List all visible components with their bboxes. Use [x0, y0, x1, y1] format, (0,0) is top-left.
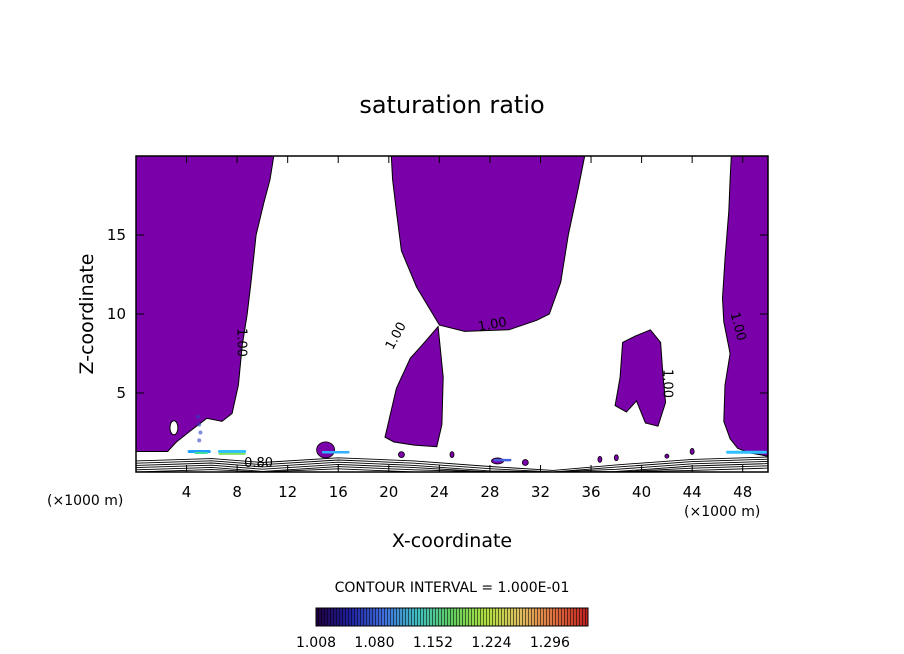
- x-tick-label: 36: [581, 483, 600, 501]
- region-diagonal-column: [384, 325, 444, 448]
- colorbar-label: 1.008: [296, 635, 336, 651]
- x-tick-label: 12: [278, 483, 297, 501]
- contour-blob: [398, 451, 405, 459]
- contour-blob: [597, 455, 603, 463]
- contour-fill-regions: [136, 156, 768, 457]
- contour-blob: [316, 441, 336, 459]
- plume-dot: [198, 430, 203, 435]
- x-tick-label: 20: [379, 483, 398, 501]
- region-left-hole: [169, 420, 179, 436]
- contour-interval-text: CONTOUR INTERVAL = 1.000E-01: [335, 580, 570, 596]
- y-tick-label: 10: [107, 305, 126, 323]
- surface-contour: [136, 456, 768, 471]
- x-axis-ticks: 4 8 12 16 20 24 28 32 36 40 44 48: [182, 156, 752, 501]
- plume-dot: [195, 414, 200, 419]
- region-top-center: [390, 156, 586, 332]
- contour-label: 1.00: [659, 369, 674, 398]
- x-tick-label: 48: [733, 483, 752, 501]
- plume-dot: [197, 438, 202, 443]
- contour-blob: [689, 448, 695, 455]
- colorbar-label: 1.152: [413, 635, 453, 651]
- region-right-edge: [721, 156, 768, 457]
- x-axis-label: X-coordinate: [392, 530, 512, 552]
- colorbar-stripes: [316, 608, 588, 626]
- surface-contour: [136, 458, 768, 472]
- x-unit-right: (×1000 m): [684, 504, 760, 520]
- colorbar-tick-labels: 1.008 1.080 1.152 1.224 1.296: [296, 635, 570, 651]
- contour-label: 1.00: [477, 315, 508, 335]
- x-tick-label: 32: [531, 483, 550, 501]
- contour-blob: [664, 453, 670, 459]
- colorbar-label: 1.296: [530, 635, 570, 651]
- x-tick-label: 44: [683, 483, 702, 501]
- y-axis-label: Z-coordinate: [76, 254, 98, 375]
- x-tick-label: 8: [232, 483, 242, 501]
- contour-label: 1.00: [383, 320, 410, 353]
- colorbar-label: 1.080: [354, 635, 394, 651]
- contour-labels: 1.00 1.00 1.00 1.00 1.00 0.80: [233, 311, 748, 471]
- surface-contour: [136, 460, 768, 472]
- contour-blob: [521, 459, 529, 466]
- y-tick-label: 15: [107, 226, 126, 244]
- contour-label: 1.00: [233, 328, 248, 357]
- surface-contour-lines: [136, 456, 768, 472]
- colorbar-label: 1.224: [471, 635, 511, 651]
- x-tick-label: 16: [329, 483, 348, 501]
- x-unit-left: (×1000 m): [47, 493, 123, 509]
- contour-label: 0.80: [244, 456, 273, 471]
- x-tick-label: 40: [632, 483, 651, 501]
- contour-blob: [449, 451, 455, 459]
- contour-blob: [613, 454, 619, 462]
- x-tick-label: 4: [182, 483, 192, 501]
- contour-small-features: [187, 414, 767, 466]
- region-left: [136, 156, 275, 452]
- x-tick-label: 24: [430, 483, 449, 501]
- region-right-island: [614, 329, 667, 427]
- plume-dot: [197, 422, 202, 427]
- y-axis-ticks: 5 10 15: [107, 226, 768, 402]
- chart-title: saturation ratio: [359, 91, 544, 119]
- x-tick-label: 28: [480, 483, 499, 501]
- contour-label: 1.00: [727, 311, 749, 343]
- y-tick-label: 5: [116, 384, 126, 402]
